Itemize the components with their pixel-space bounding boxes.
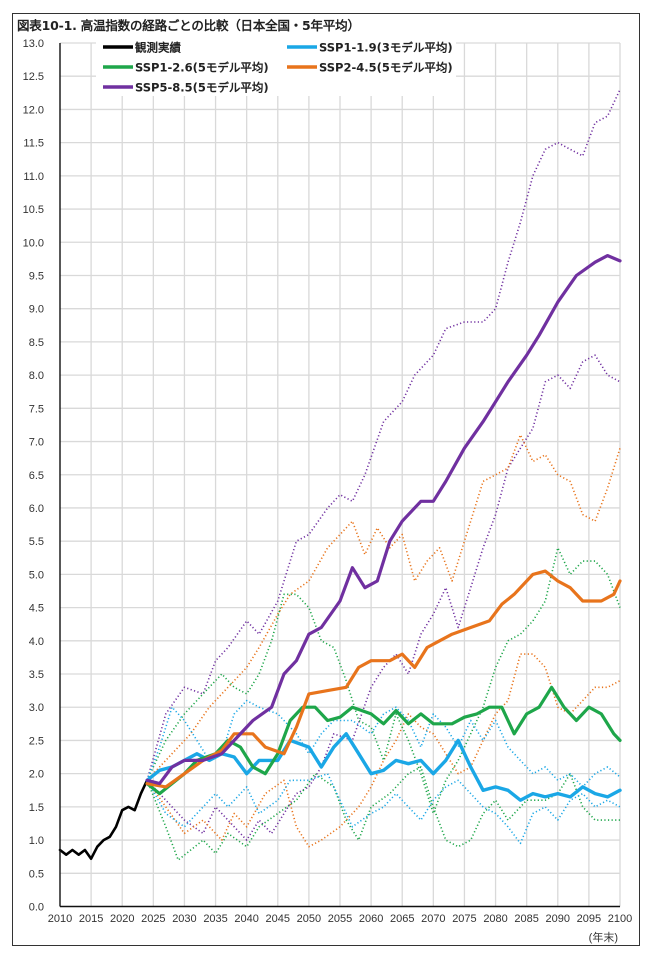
gridlines	[60, 42, 621, 907]
x-tick-label: 2075	[452, 913, 476, 925]
y-tick-label: 9.0	[29, 304, 44, 316]
y-tick-label: 12.0	[23, 104, 44, 116]
y-tick-label: 2.0	[29, 769, 44, 781]
chart-frame	[12, 13, 640, 946]
legend-label: SSP2-4.5(5モデル平均)	[319, 61, 453, 75]
legend-label: SSP5-8.5(5モデル平均)	[135, 81, 269, 95]
series-line	[145, 732, 622, 802]
y-tick-label: 10.5	[23, 204, 44, 216]
x-tick-label: 2035	[203, 913, 227, 925]
x-tick-label: 2065	[390, 913, 414, 925]
y-tick-label: 0.5	[29, 868, 44, 880]
y-axis-ticks: 0.0 0.5 1.0 1.5 2.0 2.5 3.0 3.5 4.0 4.5 5.0 5.5 6.0 6…	[23, 38, 44, 914]
y-tick-label: 8.5	[29, 337, 44, 349]
y-tick-label: 4.0	[29, 636, 44, 648]
legend-label: SSP1-2.6(5モデル平均)	[135, 61, 269, 75]
y-tick-label: 10.0	[23, 237, 44, 249]
x-tick-label: 2030	[172, 913, 196, 925]
series-line	[146, 354, 621, 841]
x-tick-label: 2015	[79, 913, 103, 925]
series-line	[58, 779, 149, 860]
series-line	[146, 653, 621, 848]
y-tick-label: 6.0	[29, 503, 44, 515]
y-tick-label: 12.5	[23, 71, 44, 83]
series-line	[146, 772, 621, 845]
x-tick-label: 2060	[359, 913, 383, 925]
x-tick-label: 2080	[483, 913, 507, 925]
series-line	[146, 547, 621, 815]
series-line	[146, 89, 621, 781]
y-tick-label: 6.5	[29, 470, 44, 482]
x-tick-label: 2055	[328, 913, 352, 925]
x-tick-label: 2025	[141, 913, 165, 925]
y-tick-label: 3.0	[29, 702, 44, 714]
y-tick-label: 4.5	[29, 603, 44, 615]
chart-title: 図表10-1. 高温指数の経路ごとの比較（日本全国・5年平均）	[17, 18, 360, 33]
y-tick-label: 1.0	[29, 835, 44, 847]
x-tick-label: 2085	[514, 913, 538, 925]
x-tick-label: 2100	[608, 913, 632, 925]
series-line	[146, 699, 621, 788]
y-tick-label: 5.0	[29, 569, 44, 581]
x-tick-label: 2020	[110, 913, 134, 925]
y-tick-label: 11.5	[23, 138, 44, 150]
y-tick-label: 2.5	[29, 735, 44, 747]
series-line	[145, 254, 622, 786]
legend-label: SSP1-1.9(3モデル平均)	[319, 41, 453, 55]
y-tick-label: 11.0	[23, 171, 44, 183]
x-axis-ticks: 2010 2015 2020 2025 2030 2035 2040 2045 2050 2055…	[48, 913, 632, 925]
x-tick-label: 2050	[297, 913, 321, 925]
y-tick-label: 13.0	[23, 38, 44, 50]
x-tick-label: 2095	[577, 913, 601, 925]
y-tick-label: 8.0	[29, 370, 44, 382]
x-tick-label: 2070	[421, 913, 445, 925]
legend-label: 観測実績	[135, 41, 181, 55]
x-tick-label: 2090	[546, 913, 570, 925]
y-tick-label: 7.5	[29, 403, 44, 415]
series-lines	[58, 89, 622, 861]
y-tick-label: 1.5	[29, 802, 44, 814]
series-line	[146, 766, 620, 861]
x-tick-label: 2045	[266, 913, 290, 925]
y-tick-label: 3.5	[29, 669, 44, 681]
x-tick-label: 2010	[48, 913, 72, 925]
legend-background	[96, 38, 456, 96]
series-line	[146, 434, 621, 781]
x-tick-label: 2040	[234, 913, 258, 925]
axes	[59, 43, 620, 908]
y-tick-label: 9.5	[29, 270, 44, 282]
y-tick-label: 0.0	[29, 902, 44, 914]
y-tick-label: 5.5	[29, 536, 44, 548]
y-tick-label: 7.0	[29, 437, 44, 449]
x-axis-unit-label: (年末)	[589, 930, 618, 944]
legend: 観測実績 SSP1-1.9(3モデル平均) SSP1-2.6(5モデル平均) SSP2…	[103, 41, 453, 95]
